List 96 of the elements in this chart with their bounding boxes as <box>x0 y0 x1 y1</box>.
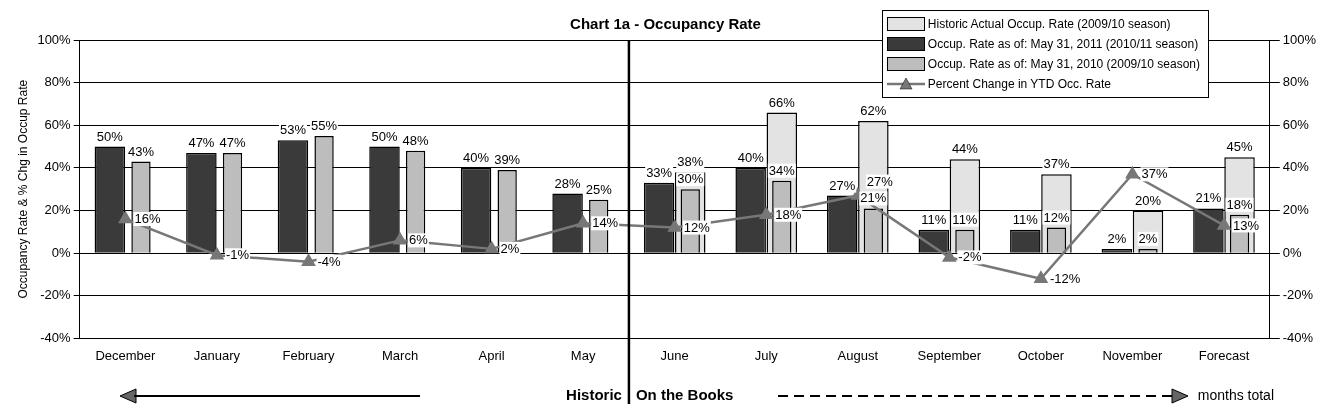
data-label: 2% <box>1107 230 1127 246</box>
x-tick-label: February <box>282 347 336 363</box>
data-label: 66% <box>768 94 796 110</box>
data-label: 50% <box>371 128 398 144</box>
data-label: -2% <box>958 249 982 265</box>
x-tick-label: November <box>1102 347 1164 363</box>
x-tick-label: September <box>917 347 982 363</box>
data-label: 12% <box>1043 209 1070 225</box>
data-label: 50% <box>96 128 124 144</box>
y2-tick-label: 0% <box>1282 244 1302 260</box>
y2-tick-label: 100% <box>1282 31 1317 47</box>
point <box>942 250 956 262</box>
point <box>576 216 590 228</box>
text: months total <box>1197 386 1275 403</box>
data-label: 48% <box>402 132 430 148</box>
legend-label: Historic Actual Occup. Rate (2009/10 season) <box>927 16 1171 33</box>
y2-tick-label: 80% <box>1282 74 1310 90</box>
data-label: 20% <box>1134 192 1162 208</box>
data-label: -1% <box>225 247 250 263</box>
point <box>118 211 132 224</box>
data-label: 16% <box>134 211 161 227</box>
data-label: 14% <box>592 215 619 231</box>
point <box>1034 271 1048 283</box>
x-tick-label: August <box>837 347 879 363</box>
point <box>1217 218 1231 230</box>
data-label: 11% <box>921 211 947 227</box>
data-label: 55% <box>311 117 338 133</box>
x-tick-label: January <box>193 347 241 363</box>
data-label: 2% <box>500 240 520 256</box>
data-label: 21% <box>860 190 887 206</box>
point <box>759 207 773 220</box>
data-label: -4% <box>317 253 342 269</box>
data-label: 37% <box>1141 166 1168 182</box>
y-tick-label: 60% <box>44 116 72 132</box>
chart-title: Chart 1a - Occupancy Rate <box>570 15 761 33</box>
y2-tick-label: -40% <box>1282 329 1314 345</box>
data-label: 47% <box>219 135 246 151</box>
data-label: 27% <box>866 173 894 189</box>
y2-tick-label: 60% <box>1282 116 1310 132</box>
x-tick-label: June <box>660 347 689 363</box>
data-label: 18% <box>1226 196 1253 212</box>
data-label: 27% <box>829 177 856 193</box>
data-label: 34% <box>768 162 796 178</box>
y2-tick-label: 20% <box>1282 202 1310 218</box>
data-label: 39% <box>494 152 521 168</box>
legend-label: Percent Change in YTD Occ. Rate <box>927 76 1112 93</box>
data-label: 11% <box>1012 211 1039 227</box>
point <box>393 233 407 245</box>
point <box>1125 167 1139 179</box>
point <box>210 248 224 260</box>
data-label: 11% <box>952 211 978 227</box>
x-tick-label: March <box>382 347 419 363</box>
data-label: 45% <box>1226 139 1253 155</box>
data-label: 43% <box>127 143 155 159</box>
data-label: 21% <box>1195 190 1222 206</box>
x-tick-label: May <box>570 347 596 363</box>
data-label: 12% <box>683 219 711 235</box>
data-label: 13% <box>1232 217 1260 233</box>
data-label: 18% <box>775 206 802 222</box>
y-tick-label: 40% <box>44 159 72 175</box>
y-axis-title: Occupancy Rate & % Chg in Occup Rate <box>15 79 30 299</box>
legend-label: Occup. Rate as of: May 31, 2011 (2010/11 season) <box>927 36 1199 53</box>
y-tick-label: 20% <box>44 202 72 218</box>
x-tick-label: July <box>754 347 779 363</box>
data-label: 30% <box>677 171 704 187</box>
data-label: 28% <box>554 175 582 191</box>
data-label: 33% <box>646 164 673 180</box>
x-tick-label: April <box>478 347 505 363</box>
legend-label: Occup. Rate as of: May 31, 2010 (2009/10 season) <box>927 56 1200 73</box>
x-tick-label: December <box>95 347 157 363</box>
data-label: 47% <box>188 135 215 151</box>
data-label: 37% <box>1043 156 1070 172</box>
x-tick-label: October <box>1017 347 1065 363</box>
data-label: 25% <box>585 181 613 197</box>
data-label: 40% <box>737 149 765 165</box>
y-tick-label: 0% <box>51 244 72 260</box>
point <box>668 220 682 232</box>
data-label: 44% <box>951 141 979 157</box>
y-tick-label: 100% <box>37 31 72 47</box>
data-label: 62% <box>860 103 887 119</box>
data-label: 38% <box>677 154 704 170</box>
point <box>302 254 315 266</box>
text: Historic <box>566 386 622 404</box>
data-label: 53% <box>279 122 307 138</box>
data-label: 40% <box>463 149 490 165</box>
data-label: 6% <box>409 232 429 248</box>
text: On the Books <box>635 386 734 404</box>
y2-tick-label: 40% <box>1282 159 1310 175</box>
y2-tick-label: -20% <box>1282 287 1314 303</box>
y-tick-label: -40% <box>40 329 72 345</box>
y-tick-label: -20% <box>40 287 72 303</box>
y-tick-label: 80% <box>44 74 72 90</box>
x-tick-label: Forecast <box>1198 347 1250 363</box>
data-label: -12% <box>1049 270 1081 286</box>
point <box>485 241 499 254</box>
data-label: 2% <box>1138 230 1158 246</box>
